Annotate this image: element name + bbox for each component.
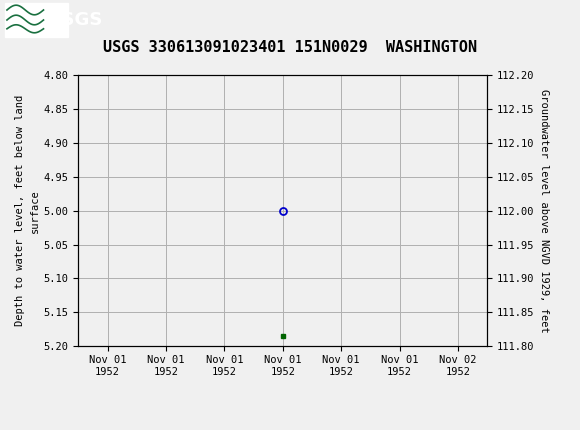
Y-axis label: Depth to water level, feet below land
surface: Depth to water level, feet below land su…	[16, 95, 39, 326]
Text: USGS: USGS	[48, 11, 103, 29]
Y-axis label: Groundwater level above NGVD 1929, feet: Groundwater level above NGVD 1929, feet	[539, 89, 549, 332]
Text: USGS 330613091023401 151N0029  WASHINGTON: USGS 330613091023401 151N0029 WASHINGTON	[103, 40, 477, 55]
Bar	[5, 3, 68, 37]
